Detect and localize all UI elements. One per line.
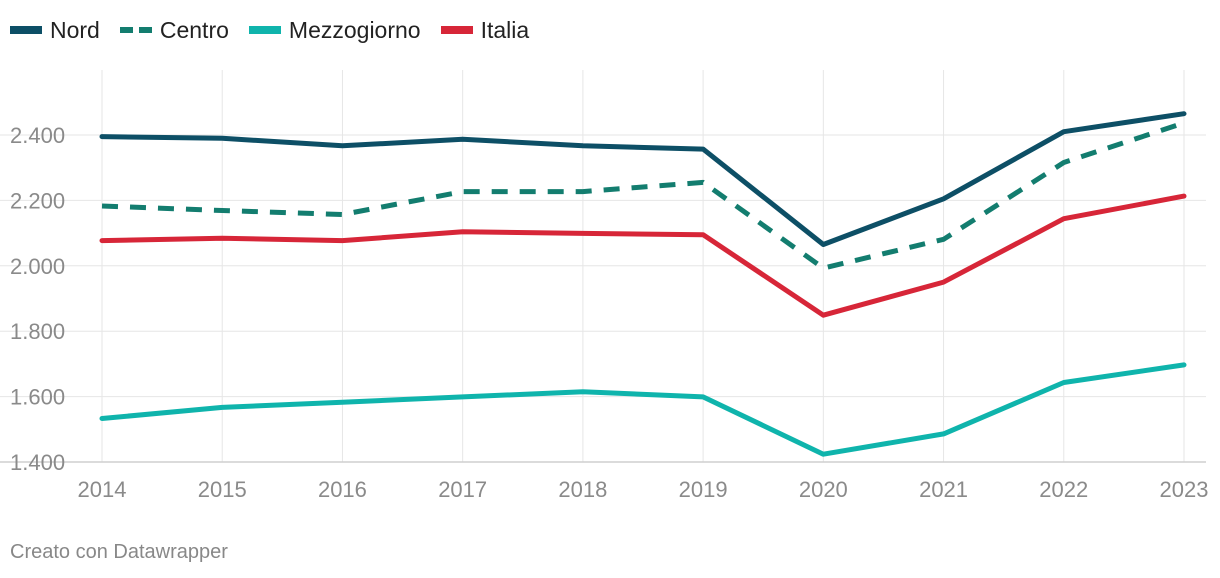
legend-item-nord[interactable]: Nord <box>10 17 100 44</box>
legend: Nord Centro Mezzogiorno Italia <box>10 14 529 46</box>
x-tick-label: 2014 <box>78 477 127 502</box>
x-tick-label: 2015 <box>198 477 247 502</box>
y-tick-label: 1.400 <box>10 450 65 475</box>
legend-swatch-mezzogiorno <box>248 26 281 34</box>
y-tick-label: 1.600 <box>10 385 65 410</box>
legend-label-nord: Nord <box>50 16 100 43</box>
x-tick-label: 2017 <box>438 477 487 502</box>
legend-swatch-italia <box>440 26 473 34</box>
series-line-centro <box>101 120 1185 271</box>
x-tick-label: 2016 <box>318 477 367 502</box>
x-tick-label: 2019 <box>679 477 728 502</box>
y-tick-label: 2.200 <box>10 188 65 213</box>
legend-item-centro[interactable]: Centro <box>119 16 229 44</box>
legend-label-italia: Italia <box>480 16 530 43</box>
series-line-italia <box>99 193 1187 318</box>
series-line-mezzogiorno <box>99 362 1187 457</box>
legend-label-centro: Centro <box>159 16 229 43</box>
legend-item-mezzogiorno[interactable]: Mezzogiorno <box>248 16 421 44</box>
x-tick-label: 2023 <box>1160 477 1209 502</box>
legend-item-italia[interactable]: Italia <box>440 16 530 44</box>
legend-swatch-nord <box>10 26 42 34</box>
x-tick-label: 2022 <box>1039 477 1088 502</box>
x-tick-label: 2018 <box>558 477 607 502</box>
legend-swatch-centro <box>119 27 152 33</box>
y-tick-label: 1.800 <box>10 319 65 344</box>
y-tick-label: 2.400 <box>10 123 65 148</box>
footer-credit: Creato con Datawrapper <box>10 541 228 563</box>
x-tick-label: 2021 <box>919 477 968 502</box>
series-line-nord <box>99 111 1187 247</box>
x-tick-label: 2020 <box>799 477 848 502</box>
legend-label-mezzogiorno: Mezzogiorno <box>288 16 421 43</box>
y-tick-label: 2.000 <box>10 254 65 279</box>
